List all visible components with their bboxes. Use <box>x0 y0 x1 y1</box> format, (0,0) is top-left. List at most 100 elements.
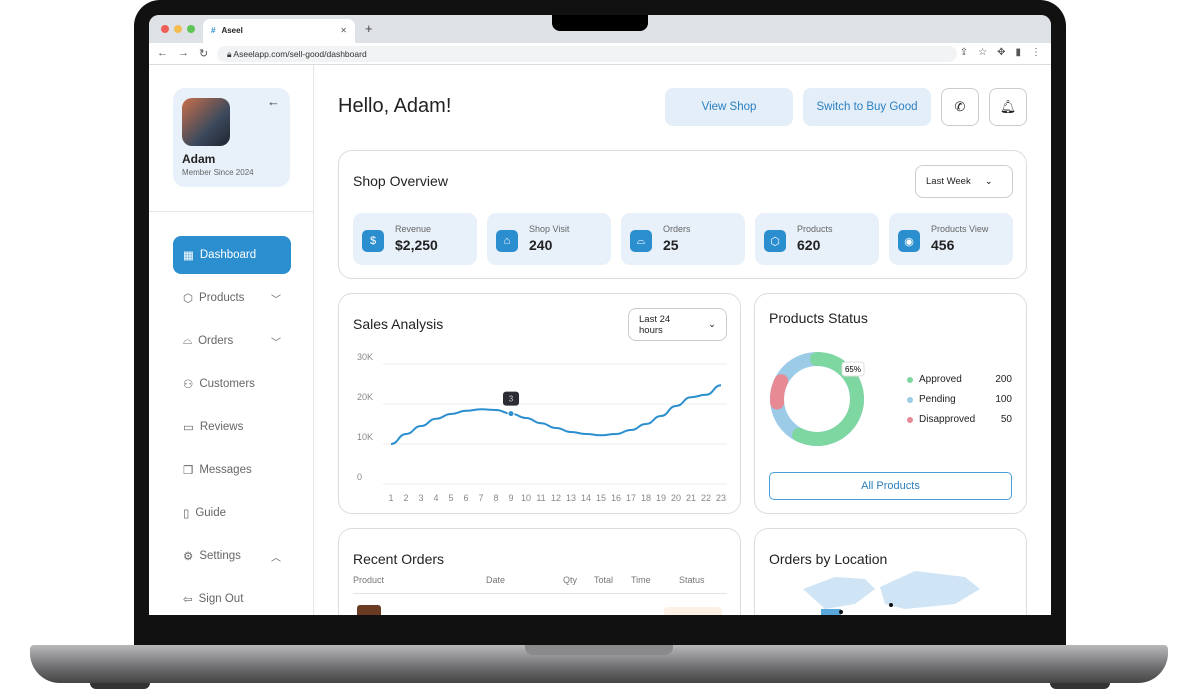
sidebar-item-label: Settings <box>199 550 241 562</box>
sidebar-item-products[interactable]: ⬡ Products ﹀ <box>173 279 291 317</box>
x-tick-label: 18 <box>641 493 651 503</box>
minimize-window-button[interactable] <box>174 25 182 33</box>
legend-item: Pending 100 <box>907 394 1012 405</box>
screen: # Aseel ✕ + ← → ↻ 🔒︎ Aseelapp.com/sell-good/… <box>149 15 1051 615</box>
sidebar-item-dashboard[interactable]: ▦ Dashboard <box>173 236 291 274</box>
y-tick-label: 30K <box>357 352 373 362</box>
laptop-foot <box>1050 683 1110 689</box>
maximize-window-button[interactable] <box>187 25 195 33</box>
chevron-down-icon: ⌄ <box>708 319 716 330</box>
x-tick-label: 11 <box>536 493 545 503</box>
x-tick-label: 15 <box>596 493 606 503</box>
laptop-foot <box>90 683 150 689</box>
period-select[interactable]: Last Week ⌄ <box>915 165 1013 198</box>
sidebar-item-orders[interactable]: ⌓ Orders ﹀ <box>173 322 291 360</box>
stat-card: ⌓ Orders 25 <box>621 213 745 265</box>
switch-button[interactable]: Switch to Buy Good <box>803 88 931 126</box>
page-title: Hello, Adam! <box>338 95 452 117</box>
notification-button[interactable]: 🔔︎ <box>989 88 1027 126</box>
new-tab-button[interactable]: + <box>365 21 373 36</box>
chevron-up-icon[interactable]: ︿ <box>271 552 281 564</box>
x-tick-label: 16 <box>611 493 621 503</box>
column-header: Date <box>486 575 506 585</box>
product-thumbnail <box>357 605 381 615</box>
x-tick-label: 7 <box>478 493 483 503</box>
x-tick-label: 10 <box>521 493 531 503</box>
avatar <box>182 98 230 146</box>
close-window-button[interactable] <box>161 25 169 33</box>
laptop-base <box>30 645 1168 683</box>
chevron-down-icon[interactable]: ﹀ <box>271 294 281 306</box>
stat-card: ⌂ Shop Visit 240 <box>487 213 611 265</box>
sidebar-item-label: Sign Out <box>198 593 244 605</box>
column-header: Total <box>594 575 614 585</box>
card-title: Recent Orders <box>353 551 445 567</box>
y-tick-label: 10K <box>357 432 373 442</box>
donut-approved <box>770 352 864 446</box>
tooltip-label: 3 <box>509 395 514 404</box>
back-icon[interactable]: ← <box>157 47 168 59</box>
box-icon: ⬡ <box>764 230 786 252</box>
y-tick-label: 20K <box>357 392 373 402</box>
x-tick-label: 12 <box>551 493 561 503</box>
more-icon[interactable]: ⋮ <box>1031 47 1041 58</box>
browser-tab[interactable]: # Aseel ✕ <box>203 19 355 43</box>
column-header: Qty <box>563 575 578 585</box>
x-tick-label: 4 <box>433 493 438 503</box>
messages-icon: ❐ <box>183 465 194 477</box>
lock-icon: 🔒︎ <box>227 49 234 59</box>
stat-card: $ Revenue $2,250 <box>353 213 477 265</box>
view-shop-button[interactable]: View Shop <box>665 88 793 126</box>
hash-icon: # <box>211 26 216 35</box>
member-since: Member Since 2024 <box>182 168 254 177</box>
forward-icon[interactable]: → <box>178 47 189 59</box>
profile-card: Adam Member Since 2024 ← <box>173 88 290 187</box>
period-select[interactable]: Last 24 hours ⌄ <box>628 308 727 341</box>
sidebar-item-label: Dashboard <box>199 249 257 261</box>
sidebar-icon[interactable]: ▮ <box>1015 47 1021 58</box>
x-tick-label: 8 <box>493 493 498 503</box>
profile-name: Adam <box>182 152 216 166</box>
card-title: Shop Overview <box>353 173 448 189</box>
grid-icon: ▦ <box>183 250 194 262</box>
sidebar-item-sign-out[interactable]: ⇦ Sign Out <box>173 580 291 615</box>
stat-value: $2,250 <box>395 237 438 253</box>
donut-chart: 65% <box>770 352 865 446</box>
sidebar-item-messages[interactable]: ❐ Messages <box>173 451 291 489</box>
x-tick-label: 2 <box>403 493 408 503</box>
stat-card: ⬡ Products 620 <box>755 213 879 265</box>
chevron-down-icon: ⌄ <box>984 176 993 187</box>
sidebar-item-label: Orders <box>198 335 234 347</box>
url-input[interactable]: 🔒︎ Aseelapp.com/sell-good/dashboard <box>217 46 957 62</box>
stat-value: 240 <box>529 237 553 253</box>
dollar-icon: $ <box>362 230 384 252</box>
donut-disapproved <box>770 352 864 446</box>
y-tick-label: 0 <box>357 472 362 482</box>
stat-value: 456 <box>931 237 955 253</box>
card-title: Products Status <box>769 310 868 326</box>
divider <box>149 211 314 212</box>
sidebar-item-reviews[interactable]: ▭ Reviews <box>173 408 291 446</box>
orders-by-location-card: Orders by Location <box>754 528 1027 615</box>
sidebar-item-customers[interactable]: ⚇ Customers <box>173 365 291 403</box>
star-icon[interactable]: ☆ <box>978 47 988 58</box>
box-icon: ⬡ <box>183 293 194 305</box>
collapse-arrow-icon[interactable]: ← <box>267 94 280 109</box>
close-tab-icon[interactable]: ✕ <box>340 26 347 35</box>
extensions-icon[interactable]: ✥ <box>997 47 1006 58</box>
gear-icon: ⚙ <box>183 551 194 563</box>
recent-orders-card: Recent Orders Product Date Qty Total Time Sta… <box>338 528 741 615</box>
reload-icon[interactable]: ↻ <box>199 48 209 60</box>
eye-icon: ◉ <box>898 230 920 252</box>
world-map <box>803 571 980 615</box>
x-tick-label: 6 <box>463 493 468 503</box>
chevron-down-icon[interactable]: ﹀ <box>271 337 281 349</box>
phone-button[interactable]: ✆ <box>941 88 979 126</box>
sidebar-item-guide[interactable]: ▯ Guide <box>173 494 291 532</box>
percent-label: 65% <box>845 365 861 374</box>
sidebar-item-settings[interactable]: ⚙ Settings ︿ <box>173 537 291 575</box>
legend-item: Approved 200 <box>907 374 1012 385</box>
all-products-button[interactable]: All Products <box>769 472 1012 500</box>
share-icon[interactable]: ⇪ <box>959 47 969 58</box>
products-status-card: Products Status 65% Approved 200 Pending 10… <box>754 293 1027 514</box>
